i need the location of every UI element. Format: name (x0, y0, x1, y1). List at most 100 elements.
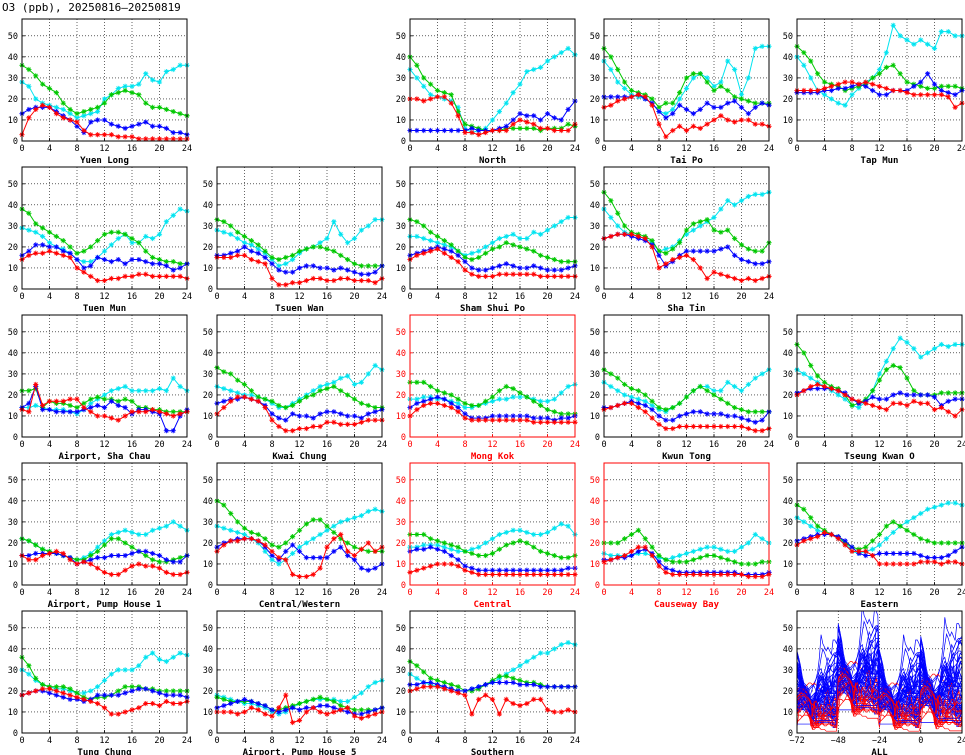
data-point (150, 104, 156, 110)
data-point (255, 259, 261, 265)
data-point (88, 688, 94, 694)
station-panel: 0 10 20 30 40 50 0 4 8 12 16 20 24 Airport, Pump Hous… (203, 610, 387, 755)
data-point (434, 538, 441, 544)
data-point (290, 542, 296, 548)
data-point (156, 703, 163, 709)
data-point (365, 713, 371, 719)
y-tick-label: 50 (590, 476, 600, 486)
data-point (952, 341, 958, 348)
data-point (60, 115, 66, 121)
data-point (462, 404, 468, 411)
data-point (469, 546, 475, 552)
data-point (310, 388, 316, 394)
data-point (911, 515, 917, 521)
data-point (95, 700, 101, 707)
data-point (738, 407, 745, 413)
data-point (365, 371, 371, 377)
data-point (690, 71, 696, 77)
data-point (221, 525, 227, 531)
data-point (517, 682, 523, 688)
data-point (890, 362, 896, 369)
data-point (262, 548, 268, 554)
grid (604, 463, 769, 585)
data-point (670, 417, 676, 423)
data-point (324, 703, 330, 709)
data-point (53, 244, 59, 250)
data-point (324, 277, 330, 284)
data-point (101, 569, 108, 575)
data-point (448, 392, 454, 398)
data-point (448, 561, 454, 567)
data-point (876, 66, 883, 73)
station-label: Southern (471, 748, 514, 755)
data-point (351, 235, 358, 242)
data-point (738, 544, 745, 550)
data-point (177, 555, 183, 561)
data-point (510, 121, 516, 127)
data-point (732, 252, 738, 258)
data-point (531, 66, 537, 73)
data-point (241, 252, 248, 258)
data-point (163, 125, 169, 131)
data-point (483, 417, 489, 423)
data-point (122, 273, 128, 279)
data-point (303, 413, 309, 419)
data-point (177, 692, 183, 698)
data-point (732, 275, 738, 282)
data-point (821, 85, 828, 92)
data-point (74, 115, 80, 121)
data-point (828, 96, 834, 102)
data-point (918, 510, 924, 517)
data-point (221, 386, 227, 392)
data-point (469, 569, 475, 575)
data-point (88, 259, 94, 265)
data-point (310, 275, 316, 282)
data-point (697, 555, 703, 561)
x-tick-label: 0 (794, 440, 799, 450)
data-point (448, 404, 454, 411)
data-point (40, 81, 46, 87)
data-point (428, 563, 434, 569)
data-point (428, 400, 434, 406)
data-point (890, 22, 896, 28)
data-point (538, 402, 544, 409)
data-point (421, 546, 427, 552)
data-point (462, 259, 468, 265)
data-point (434, 394, 441, 400)
y-tick-label: 50 (783, 328, 793, 338)
x-tick-label: 20 (154, 292, 164, 302)
data-point (365, 567, 371, 573)
data-point (26, 404, 32, 411)
data-point (276, 561, 282, 567)
data-point (365, 402, 371, 409)
data-point (704, 383, 710, 390)
data-point (296, 717, 303, 723)
plot-frame (796, 18, 963, 142)
data-point (177, 273, 183, 279)
y-tick-label: 0 (595, 137, 600, 147)
data-point (290, 550, 296, 557)
data-point (428, 679, 434, 686)
data-point (317, 411, 323, 417)
data-point (414, 675, 420, 681)
series-red (601, 544, 772, 580)
data-point (945, 398, 951, 404)
y-tick-label: 30 (203, 222, 213, 232)
data-point (290, 411, 296, 417)
x-tick-label: 20 (736, 588, 746, 598)
y-tick-label: 40 (590, 497, 600, 507)
plot-frame (796, 462, 963, 586)
data-point (469, 565, 475, 571)
data-point (255, 531, 261, 538)
data-point (143, 548, 149, 554)
data-point (697, 571, 703, 578)
y-tick-label: 0 (401, 729, 406, 739)
y-tick-label: 20 (783, 687, 793, 697)
data-point (60, 238, 66, 244)
data-point (752, 277, 758, 284)
data-point (945, 559, 951, 565)
data-point (143, 100, 149, 106)
